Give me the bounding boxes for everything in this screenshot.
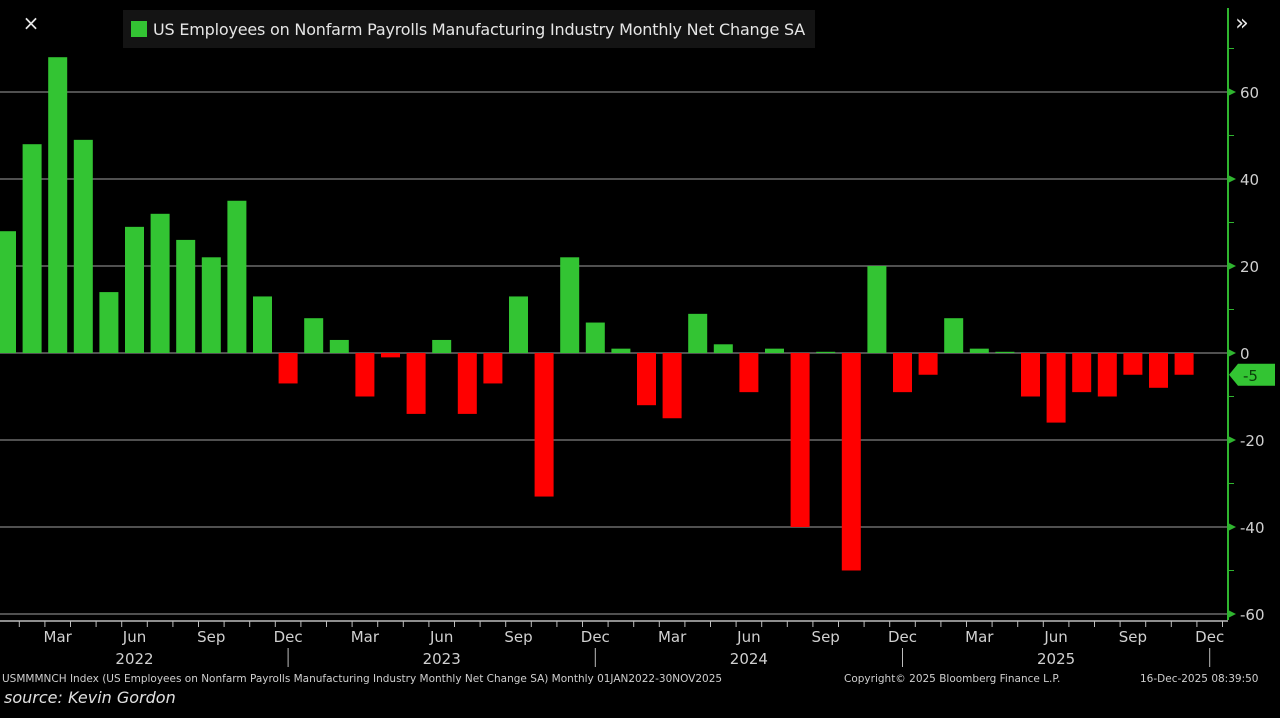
close-button[interactable]: × xyxy=(20,12,42,34)
y-tick-label: 60 xyxy=(1240,84,1259,102)
bar xyxy=(944,318,964,353)
x-tick-label: Mar xyxy=(658,628,687,646)
timestamp: 16-Dec-2025 08:39:50 xyxy=(1140,673,1259,685)
year-label: 2024 xyxy=(730,650,768,668)
bar xyxy=(227,200,247,353)
y-tick-marker xyxy=(1228,436,1236,444)
bar xyxy=(509,296,528,353)
bar xyxy=(304,318,324,353)
bar xyxy=(867,266,887,353)
last-value-tag xyxy=(1229,363,1275,386)
x-tick-label: Sep xyxy=(1119,628,1147,646)
bar xyxy=(125,226,144,353)
bar xyxy=(1097,353,1117,397)
y-tick-label: -20 xyxy=(1240,432,1265,450)
year-label: 2023 xyxy=(423,650,461,668)
y-tick-marker xyxy=(1228,349,1236,357)
x-axis: Mar Jun Sep Dec Mar Jun Sep Dec Mar Jun Sep Dec Mar J… xyxy=(0,620,1228,668)
bar xyxy=(48,57,68,353)
legend-label: US Employees on Nonfarm Payrolls Manufac… xyxy=(153,19,805,39)
bar xyxy=(688,313,708,353)
bar xyxy=(662,353,682,419)
y-tick-label: 0 xyxy=(1240,345,1250,363)
x-tick-label: Dec xyxy=(274,628,303,646)
bar xyxy=(1046,353,1066,423)
bar xyxy=(841,353,861,571)
close-icon: × xyxy=(22,11,40,35)
expand-button[interactable]: » xyxy=(1230,12,1254,36)
bar xyxy=(969,348,989,353)
x-tick-label: Mar xyxy=(965,628,994,646)
bar xyxy=(995,351,1015,353)
bar xyxy=(585,322,605,353)
bar xyxy=(201,257,221,353)
y-axis: 60 40 20 0 -20 -40 -60 -5 xyxy=(1227,8,1275,624)
bar xyxy=(918,353,938,375)
bar xyxy=(150,213,170,353)
x-tick-label: Jun xyxy=(122,628,146,646)
copyright: Copyright© 2025 Bloomberg Finance L.P. xyxy=(844,673,1061,685)
last-value-label: -5 xyxy=(1243,367,1258,385)
bar xyxy=(739,353,759,393)
bar xyxy=(611,348,631,353)
source-credit: source: Kevin Gordon xyxy=(4,688,176,707)
bar xyxy=(1123,353,1143,375)
bars xyxy=(0,57,1194,571)
bar xyxy=(432,339,452,353)
bar xyxy=(176,239,196,353)
x-tick-label: Dec xyxy=(888,628,917,646)
bar xyxy=(1149,353,1168,388)
bar xyxy=(483,353,503,384)
bar xyxy=(560,257,580,353)
bar xyxy=(73,139,93,353)
year-label: 2025 xyxy=(1037,650,1075,668)
y-tick-marker xyxy=(1228,88,1236,96)
x-tick-label: Mar xyxy=(351,628,380,646)
bar xyxy=(893,353,912,393)
legend-swatch xyxy=(131,21,147,37)
bar-chart: 60 40 20 0 -20 -40 -60 -5 Mar Jun Sep Dec Mar Jun Sep… xyxy=(0,8,1275,668)
x-tick-label: Mar xyxy=(44,628,73,646)
y-tick-label: 20 xyxy=(1240,258,1259,276)
x-tick-label: Sep xyxy=(197,628,225,646)
x-tick-label: Dec xyxy=(1195,628,1224,646)
y-tick-marker xyxy=(1228,610,1236,618)
y-tick-label: -60 xyxy=(1240,606,1265,624)
bar xyxy=(381,353,400,358)
bar xyxy=(457,353,477,414)
y-tick-label: -40 xyxy=(1240,519,1265,537)
bar xyxy=(406,353,426,414)
double-chevron-right-icon: » xyxy=(1235,11,1249,36)
bar xyxy=(99,292,119,353)
x-tick-label: Jun xyxy=(736,628,760,646)
bar xyxy=(534,353,554,497)
y-tick-marker xyxy=(1228,175,1236,183)
bar xyxy=(1021,353,1040,397)
bar xyxy=(713,344,733,353)
bar xyxy=(765,348,784,353)
y-tick-marker xyxy=(1228,523,1236,531)
bar xyxy=(1072,353,1092,393)
bar xyxy=(278,353,298,384)
x-tick-label: Dec xyxy=(581,628,610,646)
bar xyxy=(1174,353,1194,375)
bar xyxy=(329,339,349,353)
x-tick-label: Jun xyxy=(1043,628,1067,646)
bar xyxy=(253,296,272,353)
year-label: 2022 xyxy=(115,650,153,668)
y-tick-marker xyxy=(1228,262,1236,270)
x-tick-label: Sep xyxy=(812,628,840,646)
bar xyxy=(355,353,375,397)
x-tick-label: Jun xyxy=(429,628,453,646)
index-description: USMMMNCH Index (US Employees on Nonfarm … xyxy=(2,673,723,685)
bar xyxy=(22,144,42,353)
bar xyxy=(816,351,836,353)
y-tick-label: 40 xyxy=(1240,171,1259,189)
chart-legend: US Employees on Nonfarm Payrolls Manufac… xyxy=(123,10,815,48)
x-tick-label: Sep xyxy=(504,628,532,646)
bar xyxy=(790,353,810,527)
bar xyxy=(0,231,16,353)
bar xyxy=(637,353,656,406)
